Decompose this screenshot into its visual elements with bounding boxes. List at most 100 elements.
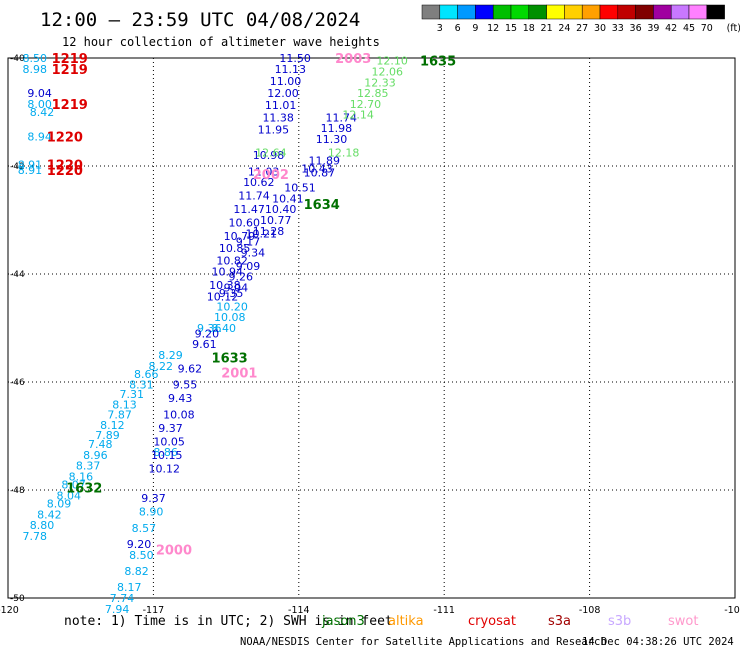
wave-height-value: 8.50 <box>23 52 48 65</box>
wave-height-value: 10.87 <box>304 166 336 179</box>
wave-height-points: 8.508.988.428.008.948.918.918.298.228.66… <box>18 52 408 616</box>
wave-height-value: 10.15 <box>151 449 183 462</box>
wave-height-value: 8.22 <box>149 360 174 373</box>
wave-height-value: 9.04 <box>224 282 249 295</box>
wave-height-value: 8.29 <box>158 349 183 362</box>
color-swatch <box>653 4 672 20</box>
wave-height-value: 9.17 <box>236 236 261 249</box>
wave-height-value: 12.06 <box>372 66 404 79</box>
wave-height-value: 12.85 <box>357 87 389 100</box>
wave-height-value: 10.41 <box>272 192 304 205</box>
color-scale-label: 18 <box>523 23 535 34</box>
wave-height-value: 8.07 <box>61 479 86 492</box>
wave-height-value: 9.26 <box>229 271 254 284</box>
wave-height-value: 10.51 <box>284 182 316 195</box>
legend-entry: swot <box>668 614 698 629</box>
wave-height-value: 9.62 <box>178 363 203 376</box>
wave-height-value: 10.38 <box>209 279 241 292</box>
plot-grid <box>8 58 735 598</box>
pass-number-label: 2003 <box>335 52 371 67</box>
wave-height-value: 11.03 <box>248 165 280 178</box>
wave-height-value: 10.79 <box>224 230 256 243</box>
color-scale-label: 45 <box>683 23 695 34</box>
x-tick-label: -108 <box>579 605 601 616</box>
pass-number-label: 1220 <box>47 158 83 173</box>
wave-height-value: 10.77 <box>260 214 292 227</box>
wave-height-value: 11.50 <box>279 52 311 65</box>
wave-height-value: 9.04 <box>27 87 51 100</box>
wave-height-value: 11.00 <box>270 75 302 88</box>
wave-height-value: 12.33 <box>364 76 396 89</box>
wave-height-value: 8.82 <box>124 565 149 578</box>
wave-height-value: 9.20 <box>195 327 220 340</box>
color-swatch <box>475 4 494 20</box>
wave-height-value: 10.05 <box>153 435 185 448</box>
pass-number-label: 1220 <box>47 130 83 145</box>
wave-height-value: 8.42 <box>37 508 62 521</box>
wave-height-value: 11.47 <box>233 203 265 216</box>
pass-number-label: 2001 <box>221 366 257 381</box>
color-scale-label: 15 <box>505 23 517 34</box>
color-swatch <box>599 4 619 20</box>
legend-entry: s3a <box>548 614 571 629</box>
color-swatch <box>670 4 690 20</box>
color-scale-label: 27 <box>576 23 588 34</box>
axis-ticks: -120 -117 -114 -111 -108 -105 -40 -42 -44 -46 -48 -… <box>0 54 740 616</box>
x-tick-label: -114 <box>288 605 310 616</box>
wave-height-value: 9.36 <box>197 322 222 335</box>
color-swatch <box>457 4 476 20</box>
color-scale-label: 3 <box>437 23 443 34</box>
wave-height-value: 9.09 <box>236 260 261 273</box>
color-scale-label: 21 <box>541 23 553 34</box>
wave-height-value: 9.61 <box>192 338 217 351</box>
footer-agency: NOAA/NESDIS Center for Satellite Applica… <box>240 636 607 648</box>
color-swatch <box>688 4 708 20</box>
color-swatch <box>581 4 601 20</box>
wave-height-value: 8.50 <box>129 549 154 562</box>
wave-height-value: 11.95 <box>258 123 290 136</box>
wave-height-value: 11.74 <box>325 111 357 124</box>
color-scale-label: 30 <box>594 23 606 34</box>
wave-height-value: 8.94 <box>27 130 51 143</box>
pass-number-label: 1634 <box>304 198 340 213</box>
wave-height-value: 12.64 <box>255 147 287 160</box>
wave-height-value: 7.48 <box>88 438 113 451</box>
wave-height-value: 12.00 <box>267 87 299 100</box>
wave-height-value: 10.20 <box>216 300 248 313</box>
wave-height-value: 8.13 <box>112 399 137 412</box>
chart-title: 12:00 – 23:59 UTC 04/08/2024 <box>40 9 360 31</box>
y-tick-label: -44 <box>10 270 25 280</box>
wave-height-value: 7.87 <box>107 408 131 421</box>
satellite-legend: jason3 altika cryosat s3a s3b swot <box>321 614 698 629</box>
x-tick-label: -117 <box>143 605 165 616</box>
wave-height-value: 11.98 <box>321 122 353 135</box>
wave-height-value: 9.20 <box>127 538 152 551</box>
y-tick-label: -50 <box>10 594 25 604</box>
y-tick-label: -42 <box>10 162 25 172</box>
y-tick-label: -46 <box>10 378 25 388</box>
wave-height-value: 11.89 <box>308 155 340 168</box>
color-scale-label: 33 <box>612 23 624 34</box>
wave-height-value: 7.74 <box>110 592 135 605</box>
wave-height-value: 10.08 <box>214 311 246 324</box>
color-scale-label: 6 <box>455 23 461 34</box>
color-scale-unit: (ft) <box>727 23 740 34</box>
wave-height-value: 9.35 <box>219 287 244 300</box>
plot-frame <box>7 57 736 599</box>
pass-number-label: 1219 <box>52 52 88 67</box>
color-scale-bar: 3 6 9 12 15 18 21 24 27 30 33 36 39 42 45 70 (ft) <box>421 4 740 34</box>
wave-height-value: 11.28 <box>253 225 284 238</box>
legend-entry: cryosat <box>468 614 516 629</box>
y-tick-label: -48 <box>10 486 25 496</box>
wave-height-value: 8.98 <box>23 63 48 76</box>
wave-height-value: 7.78 <box>23 530 48 543</box>
footer-note: note: 1) Time is in UTC; 2) SWH is in fe… <box>64 614 393 629</box>
pass-number-label: 1219 <box>52 63 88 78</box>
legend-entry: jason3 <box>321 614 365 629</box>
color-scale-label: 12 <box>487 23 499 34</box>
color-scale-label: 39 <box>647 23 659 34</box>
wave-height-value: 8.96 <box>83 449 108 462</box>
wave-height-value: 8.04 <box>56 489 81 502</box>
